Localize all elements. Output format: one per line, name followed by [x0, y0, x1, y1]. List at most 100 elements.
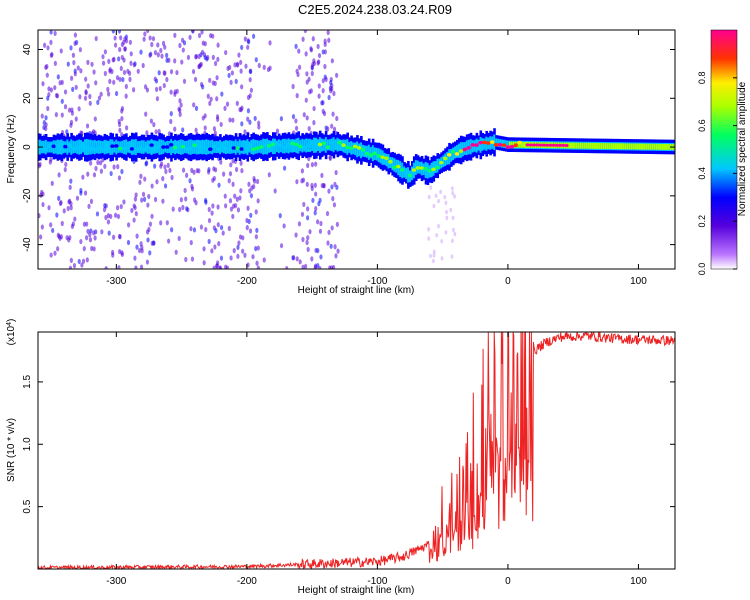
- ridge-peak: [325, 145, 330, 150]
- noise-cell: [443, 194, 447, 200]
- ridge-peak: [466, 146, 471, 150]
- noise-cell: [179, 197, 183, 203]
- noise-cell: [247, 181, 251, 187]
- noise-cell: [120, 115, 124, 122]
- noise-cell: [112, 234, 116, 240]
- noise-cell: [329, 80, 333, 86]
- noise-cell: [183, 187, 187, 194]
- noise-cell: [193, 197, 197, 203]
- ridge-peak: [290, 141, 295, 146]
- ridge-band: [217, 141, 220, 153]
- ridge-core: [510, 141, 514, 148]
- noise-cell: [43, 42, 47, 48]
- noise-cell: [121, 76, 125, 83]
- noise-cell: [170, 174, 174, 181]
- noise-cell: [146, 202, 150, 208]
- ridge-peak: [251, 147, 256, 152]
- svg-text:(x104): (x104): [6, 319, 18, 346]
- noise-cell: [88, 100, 92, 106]
- noise-cell: [211, 54, 215, 60]
- noise-cell: [451, 238, 454, 244]
- ridge-band: [393, 158, 396, 172]
- ridge-band: [352, 142, 355, 155]
- noise-cell: [117, 175, 122, 181]
- ridge-peak: [368, 153, 374, 157]
- noise-cell: [267, 172, 271, 178]
- noise-cell: [254, 57, 258, 63]
- noise-cell: [244, 63, 248, 69]
- noise-cell: [148, 35, 152, 41]
- noise-cell: [297, 48, 301, 54]
- noise-cell: [193, 76, 198, 83]
- noise-cell: [85, 221, 89, 227]
- noise-cell: [103, 202, 107, 209]
- noise-cell: [64, 161, 68, 168]
- noise-cell: [148, 221, 153, 227]
- colorbar-tick-label: 0.0: [697, 263, 707, 276]
- ridge-core: [630, 143, 633, 150]
- ridge-band: [450, 148, 453, 162]
- ridge-band: [493, 134, 496, 151]
- ridge-band: [238, 139, 242, 155]
- noise-cell: [103, 70, 107, 77]
- noise-cell: [104, 265, 108, 269]
- noise-cell: [120, 105, 125, 112]
- noise-cell: [191, 30, 195, 34]
- ridge-core: [628, 143, 631, 150]
- noise-cell: [107, 230, 111, 236]
- noise-cell: [231, 213, 235, 220]
- noise-cell: [217, 241, 221, 247]
- noise-cell: [253, 115, 257, 122]
- ridge-peak: [490, 140, 495, 144]
- noise-cell: [331, 196, 335, 202]
- noise-cell: [114, 212, 118, 218]
- ridge-peak: [71, 147, 76, 151]
- noise-cell: [207, 206, 211, 213]
- noise-cell: [432, 253, 436, 258]
- ridge-band: [187, 139, 191, 155]
- ridge-core: [595, 142, 598, 149]
- ridge-core: [618, 143, 622, 150]
- noise-cell: [133, 255, 137, 261]
- noise-cell: [237, 240, 241, 246]
- noise-cell: [143, 176, 147, 182]
- ridge-core: [591, 142, 594, 149]
- noise-cell: [99, 168, 103, 174]
- noise-cell: [316, 248, 320, 254]
- noise-cell: [434, 193, 438, 199]
- noise-cell: [229, 206, 234, 212]
- noise-cell: [314, 161, 318, 167]
- noise-cell: [53, 85, 57, 91]
- noise-cell: [184, 196, 188, 202]
- ridge-band: [289, 139, 293, 153]
- noise-cell: [129, 51, 133, 57]
- ridge-peak: [493, 143, 499, 147]
- ridge-peak: [349, 146, 354, 150]
- ridge-peak: [302, 146, 307, 150]
- noise-cell: [76, 65, 80, 71]
- noise-cell: [70, 75, 74, 81]
- noise-cell: [66, 61, 70, 67]
- ridge-peak: [341, 143, 346, 147]
- noise-cell: [66, 205, 70, 212]
- noise-cell: [305, 215, 310, 221]
- noise-cell: [126, 68, 130, 74]
- noise-cell: [42, 119, 46, 126]
- ridge-band: [215, 141, 218, 154]
- noise-cell: [231, 158, 235, 164]
- noise-cell: [49, 222, 53, 228]
- colorbar-tick-label: 0.8: [697, 72, 707, 85]
- noise-cell: [118, 234, 122, 240]
- noise-cell: [194, 105, 199, 111]
- noise-cell: [113, 35, 117, 41]
- noise-cell: [125, 125, 129, 131]
- noise-cell: [213, 80, 217, 87]
- noise-cell: [305, 239, 309, 246]
- noise-cell: [453, 231, 457, 237]
- colorbar: [710, 29, 738, 270]
- noise-cell: [282, 223, 286, 229]
- noise-cell: [38, 161, 42, 168]
- noise-cell: [215, 263, 219, 269]
- ridge-core: [585, 142, 588, 149]
- snr-x-ticks: -300 -200 -100 0 100: [106, 332, 647, 587]
